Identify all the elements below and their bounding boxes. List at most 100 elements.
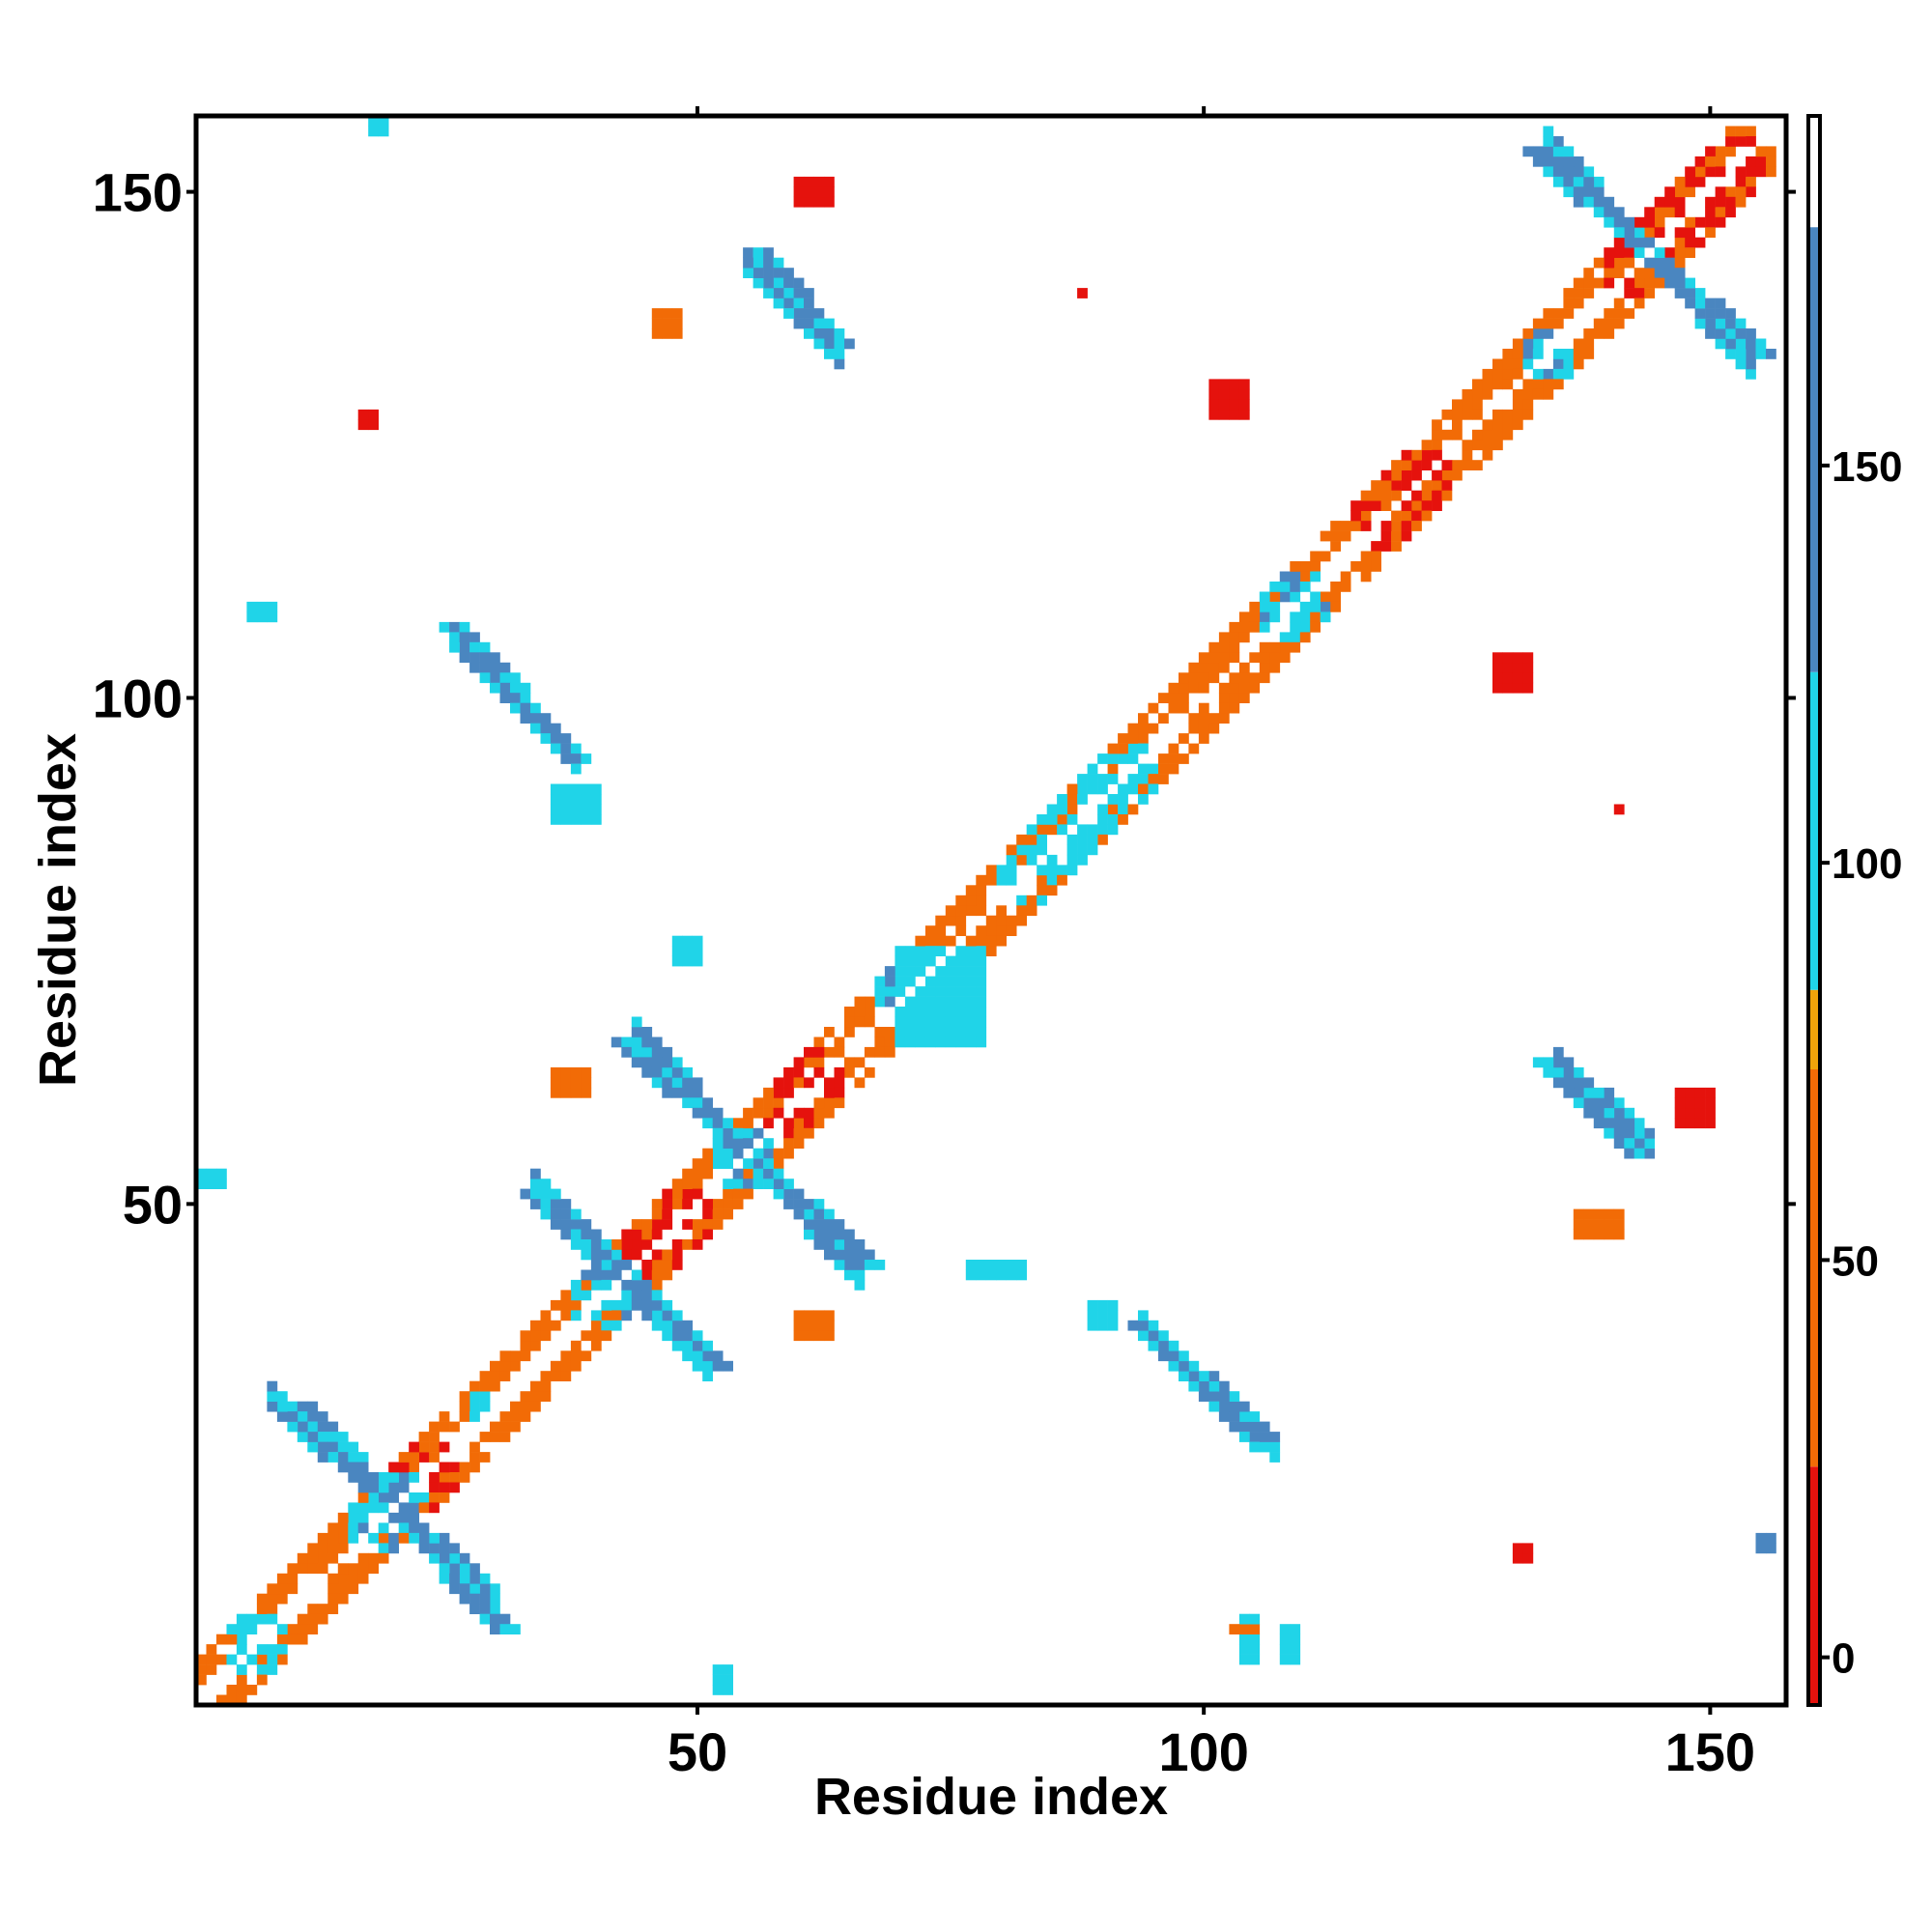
heatmap-cell: [317, 1452, 328, 1463]
heatmap-cell: [641, 1279, 653, 1291]
heatmap-cell: [1107, 824, 1119, 836]
heatmap-cell: [1371, 500, 1381, 511]
heatmap-cell: [1593, 1219, 1605, 1230]
heatmap-cell: [924, 996, 936, 1008]
heatmap-cell: [813, 338, 825, 350]
heatmap-cell: [1644, 216, 1655, 228]
heatmap-cell: [753, 1107, 764, 1119]
heatmap-cell: [1371, 541, 1381, 552]
heatmap-cell: [753, 247, 764, 258]
heatmap-cell: [1066, 794, 1078, 805]
heatmap-cell: [824, 1097, 835, 1109]
heatmap-cell: [317, 1411, 328, 1422]
heatmap-cell: [1401, 510, 1412, 522]
heatmap-cell: [702, 1360, 713, 1372]
heatmap-cell: [1229, 682, 1240, 694]
heatmap-cell: [1604, 1118, 1615, 1129]
heatmap-cell: [1218, 641, 1230, 653]
heatmap-cell: [753, 277, 764, 289]
heatmap-cell: [1512, 338, 1523, 350]
heatmap-cell: [337, 1573, 349, 1584]
heatmap-cell: [935, 925, 947, 936]
heatmap-cell: [469, 1391, 480, 1402]
heatmap-cell: [560, 733, 572, 744]
heatmap-cell: [712, 1118, 724, 1129]
heatmap-cell: [773, 1107, 784, 1119]
heatmap-cell: [1543, 379, 1554, 390]
heatmap-cell: [1046, 804, 1058, 815]
heatmap-cell: [945, 966, 956, 977]
heatmap-cell: [601, 1299, 612, 1311]
heatmap-cell: [307, 1401, 319, 1412]
heatmap-cell: [1218, 388, 1230, 400]
heatmap-cell: [1674, 1107, 1686, 1119]
heatmap-cell: [1694, 216, 1706, 228]
heatmap-cell: [773, 1077, 784, 1089]
heatmap-cell: [1148, 774, 1159, 784]
heatmap-cell: [955, 895, 967, 906]
heatmap-cell: [1208, 1401, 1220, 1412]
heatmap-cell: [864, 1249, 875, 1261]
heatmap-cell: [804, 176, 814, 187]
heatmap-cell: [307, 1563, 319, 1575]
heatmap-cell: [692, 1077, 703, 1089]
heatmap-cell: [469, 1583, 480, 1595]
heatmap-cell: [449, 621, 460, 633]
heatmap-cell: [743, 1127, 753, 1139]
heatmap-cell: [824, 1310, 835, 1321]
heatmap-cell: [985, 925, 997, 936]
heatmap-cell: [976, 966, 987, 977]
heatmap-cell: [1593, 186, 1605, 198]
heatmap-cell: [985, 865, 997, 876]
heatmap-cell: [1715, 166, 1726, 178]
heatmap-cell: [1208, 409, 1220, 420]
heatmap-cell: [651, 1269, 663, 1281]
heatmap-cell: [804, 1127, 814, 1139]
heatmap-cell: [398, 1452, 410, 1463]
heatmap-cell: [1179, 682, 1189, 694]
heatmap-cell: [1552, 318, 1564, 329]
heatmap-cell: [976, 976, 987, 987]
heatmap-cell: [712, 1350, 724, 1362]
heatmap-cell: [1462, 399, 1473, 411]
heatmap-cell: [1391, 460, 1402, 470]
heatmap-cell: [1552, 368, 1564, 380]
heatmap-cell: [1218, 693, 1230, 703]
heatmap-cell: [712, 1685, 724, 1695]
heatmap-cell: [1066, 783, 1078, 795]
heatmap-cell: [1512, 388, 1523, 400]
heatmap-cell: [1502, 652, 1514, 664]
heatmap-cell: [499, 1371, 511, 1381]
heatmap-cell: [1249, 1432, 1261, 1442]
heatmap-cell: [945, 996, 956, 1008]
heatmap-cell: [692, 955, 703, 967]
heatmap-cell: [1502, 409, 1514, 420]
heatmap-cell: [1238, 1654, 1250, 1665]
heatmap-cell: [976, 1007, 987, 1017]
heatmap-cell: [1462, 460, 1473, 470]
heatmap-cell: [1532, 349, 1544, 359]
heatmap-cell: [1107, 1310, 1119, 1321]
heatmap-cell: [1604, 1087, 1615, 1098]
heatmap-cell: [1512, 662, 1523, 673]
heatmap-cell: [996, 1269, 1007, 1281]
heatmap-cell: [1279, 641, 1291, 653]
heatmap-cell: [1522, 379, 1534, 390]
heatmap-cell: [1158, 1350, 1169, 1362]
heatmap-cell: [651, 1066, 663, 1078]
heatmap-cell: [439, 1573, 450, 1584]
heatmap-cell: [256, 1593, 268, 1605]
heatmap-cell: [1208, 1371, 1220, 1381]
heatmap-cell: [449, 1462, 460, 1473]
heatmap-cell: [1735, 166, 1747, 178]
heatmap-cell: [1360, 561, 1372, 572]
heatmap-cell: [1604, 216, 1615, 228]
heatmap-cell: [1026, 905, 1037, 917]
heatmap-cell: [864, 1260, 875, 1270]
heatmap-cell: [307, 1624, 319, 1634]
heatmap-cell: [1016, 895, 1027, 906]
heatmap-cell: [1694, 298, 1706, 309]
heatmap-cell: [550, 1199, 561, 1209]
heatmap-cell: [1624, 277, 1635, 289]
heatmap-cell: [732, 1199, 744, 1209]
